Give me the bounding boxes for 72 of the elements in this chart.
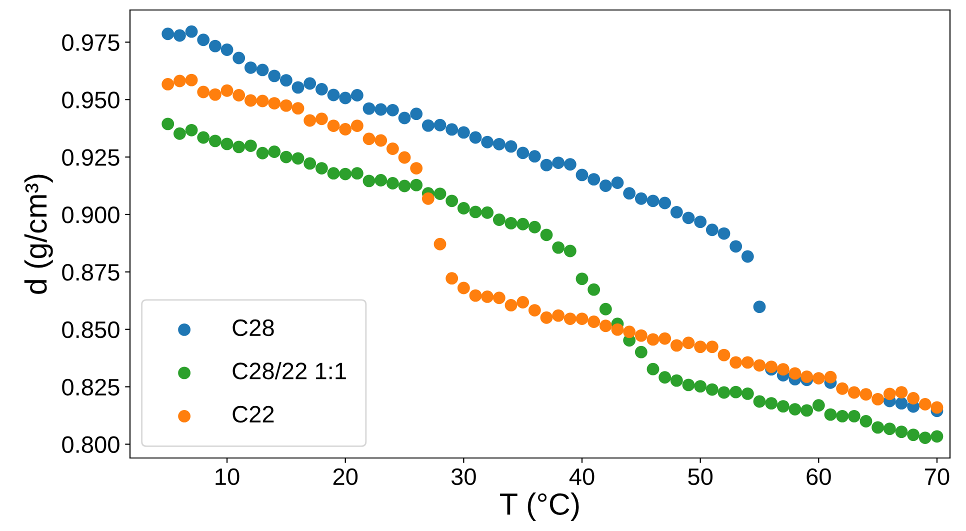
y-tick-label: 0.925 bbox=[62, 149, 120, 166]
x-axis-title: T (°C) bbox=[500, 492, 579, 521]
x-tick-label: 60 bbox=[806, 468, 831, 486]
point bbox=[492, 138, 506, 150]
point bbox=[327, 88, 340, 102]
y-tick-label: 0.800 bbox=[62, 436, 120, 454]
point bbox=[634, 192, 648, 205]
point bbox=[398, 112, 411, 124]
point bbox=[185, 25, 198, 38]
point bbox=[256, 64, 269, 76]
point bbox=[730, 240, 742, 253]
point bbox=[895, 397, 908, 410]
y-tick-label: 0.975 bbox=[62, 34, 120, 51]
point bbox=[162, 28, 174, 40]
point bbox=[682, 212, 695, 224]
x-tick-label: 70 bbox=[925, 468, 950, 486]
point bbox=[446, 123, 458, 136]
y-tick-label: 0.875 bbox=[62, 264, 120, 281]
legend-label: C28 bbox=[232, 319, 274, 336]
point bbox=[481, 136, 494, 148]
x-tick-label: 30 bbox=[451, 468, 476, 486]
point bbox=[208, 40, 222, 52]
point bbox=[469, 131, 482, 144]
point bbox=[339, 92, 352, 104]
point bbox=[315, 83, 328, 96]
point bbox=[232, 52, 246, 64]
point bbox=[220, 44, 234, 56]
point bbox=[292, 81, 304, 94]
point bbox=[457, 126, 470, 139]
point bbox=[374, 103, 388, 116]
point bbox=[304, 77, 316, 90]
x-tick-label: 20 bbox=[333, 468, 358, 486]
point bbox=[362, 102, 376, 115]
point bbox=[516, 146, 530, 160]
point bbox=[280, 74, 292, 87]
y-axis-title: d (g/cm³) bbox=[24, 174, 53, 294]
point bbox=[646, 194, 660, 208]
point bbox=[197, 34, 210, 46]
x-tick-label: 40 bbox=[569, 468, 594, 486]
point bbox=[350, 89, 364, 102]
point bbox=[504, 140, 518, 153]
x-tick-label: 50 bbox=[688, 468, 713, 486]
point bbox=[623, 187, 636, 200]
point bbox=[552, 156, 565, 169]
point bbox=[658, 196, 672, 210]
y-tick-label: 0.825 bbox=[62, 378, 120, 396]
point bbox=[741, 250, 754, 263]
point bbox=[410, 108, 423, 120]
point bbox=[540, 158, 553, 172]
point bbox=[576, 168, 588, 182]
legend-label: C28/22 1:1 bbox=[232, 362, 346, 380]
point bbox=[599, 180, 612, 192]
point bbox=[718, 227, 730, 240]
y-tick-label: 0.900 bbox=[62, 206, 120, 224]
point bbox=[564, 158, 576, 171]
point bbox=[244, 61, 257, 74]
point bbox=[268, 70, 281, 82]
y-tick-label: 0.850 bbox=[62, 321, 120, 338]
point bbox=[422, 119, 434, 132]
point bbox=[706, 224, 718, 236]
point bbox=[528, 150, 541, 163]
y-tick-label: 0.950 bbox=[62, 92, 120, 108]
point bbox=[694, 216, 707, 228]
point bbox=[670, 206, 683, 218]
point bbox=[386, 104, 399, 116]
legend-label: C22 bbox=[232, 406, 274, 423]
point bbox=[588, 173, 600, 186]
x-tick-label: 10 bbox=[216, 468, 240, 486]
point bbox=[753, 300, 766, 314]
point bbox=[611, 176, 624, 189]
point bbox=[173, 29, 186, 42]
point bbox=[434, 118, 446, 132]
